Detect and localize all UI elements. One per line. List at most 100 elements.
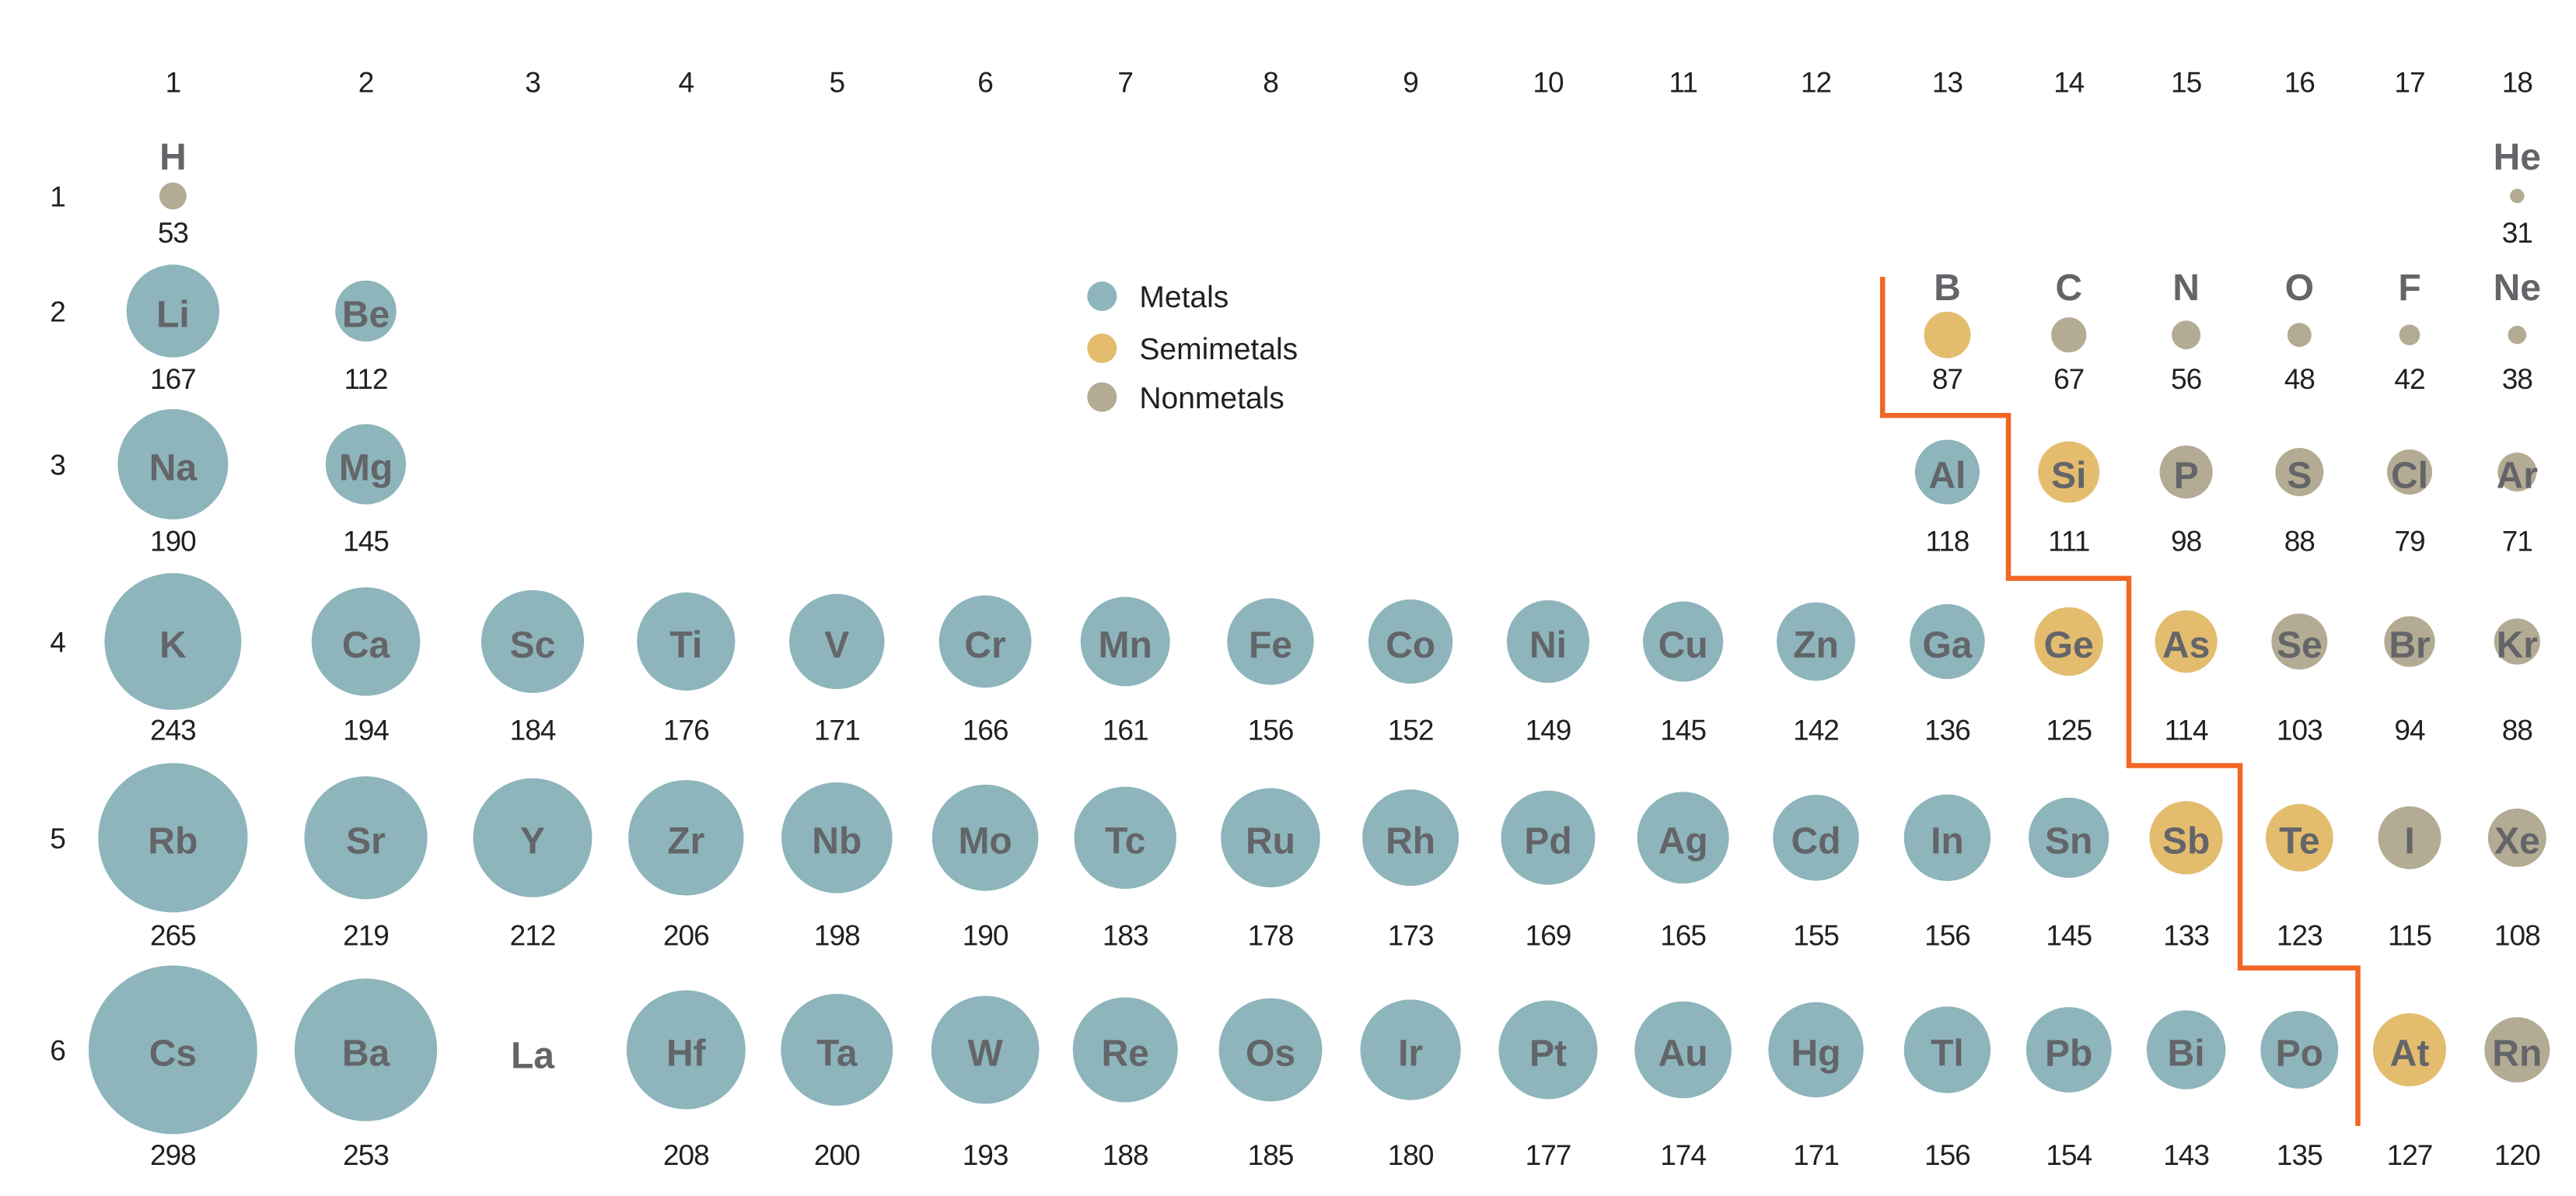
svg-text:Sb: Sb: [2162, 821, 2210, 862]
svg-text:Ru: Ru: [1246, 821, 1295, 862]
svg-text:Ga: Ga: [1922, 624, 1972, 666]
svg-text:At: At: [2390, 1033, 2430, 1074]
svg-text:193: 193: [963, 1139, 1008, 1171]
svg-text:71: 71: [2502, 526, 2532, 558]
svg-text:171: 171: [814, 715, 860, 747]
svg-text:6: 6: [50, 1035, 65, 1067]
svg-text:133: 133: [2163, 920, 2209, 952]
svg-text:173: 173: [1388, 920, 1434, 952]
svg-text:Zr: Zr: [667, 821, 704, 862]
svg-text:4: 4: [679, 67, 694, 99]
svg-text:7: 7: [1117, 67, 1133, 99]
svg-text:V: V: [824, 624, 849, 666]
svg-text:H: H: [159, 137, 187, 178]
svg-text:Ni: Ni: [1529, 624, 1567, 666]
svg-text:108: 108: [2494, 920, 2540, 952]
svg-text:136: 136: [1924, 715, 1970, 747]
svg-text:180: 180: [1388, 1139, 1434, 1171]
svg-text:In: In: [1931, 821, 1964, 862]
svg-text:185: 185: [1248, 1139, 1294, 1171]
svg-text:265: 265: [150, 920, 196, 952]
svg-text:Ge: Ge: [2044, 624, 2094, 666]
svg-text:Se: Se: [2277, 624, 2323, 666]
svg-text:Bi: Bi: [2168, 1033, 2205, 1074]
svg-text:As: As: [2162, 624, 2210, 666]
svg-text:S: S: [2287, 455, 2312, 496]
svg-text:Mo: Mo: [958, 821, 1012, 862]
svg-text:177: 177: [1526, 1139, 1571, 1171]
svg-text:Fe: Fe: [1249, 624, 1292, 666]
svg-text:Sc: Sc: [510, 624, 556, 666]
svg-text:Ag: Ag: [1658, 821, 1708, 862]
svg-text:Zn: Zn: [1793, 624, 1839, 666]
svg-text:Nonmetals: Nonmetals: [1139, 382, 1284, 415]
svg-text:2: 2: [358, 67, 374, 99]
svg-text:183: 183: [1103, 920, 1148, 952]
svg-text:3: 3: [525, 67, 540, 99]
svg-text:Mg: Mg: [339, 447, 393, 488]
svg-text:Os: Os: [1246, 1033, 1295, 1074]
svg-text:198: 198: [814, 920, 860, 952]
svg-text:Semimetals: Semimetals: [1139, 333, 1298, 366]
svg-text:206: 206: [663, 920, 709, 952]
svg-text:98: 98: [2171, 526, 2201, 558]
svg-text:243: 243: [150, 715, 196, 747]
svg-text:31: 31: [2502, 217, 2532, 249]
svg-text:125: 125: [2046, 715, 2092, 747]
svg-text:190: 190: [963, 920, 1008, 952]
svg-text:W: W: [967, 1033, 1003, 1074]
svg-text:190: 190: [150, 526, 196, 558]
svg-text:171: 171: [1793, 1139, 1839, 1171]
svg-text:Xe: Xe: [2494, 821, 2540, 862]
svg-text:B: B: [1934, 268, 1961, 309]
svg-text:176: 176: [663, 715, 709, 747]
svg-text:Cr: Cr: [964, 624, 1005, 666]
svg-text:Te: Te: [2279, 821, 2319, 862]
svg-text:145: 145: [2046, 920, 2092, 952]
svg-text:Au: Au: [1658, 1033, 1708, 1074]
svg-text:17: 17: [2394, 67, 2424, 99]
svg-text:6: 6: [977, 67, 993, 99]
svg-text:154: 154: [2046, 1139, 2092, 1171]
svg-text:194: 194: [343, 715, 389, 747]
svg-text:38: 38: [2502, 363, 2532, 395]
svg-text:Li: Li: [156, 294, 190, 335]
svg-text:Co: Co: [1386, 624, 1435, 666]
svg-text:Ar: Ar: [2497, 455, 2538, 496]
svg-text:94: 94: [2394, 715, 2425, 747]
svg-text:O: O: [2285, 268, 2314, 309]
svg-text:Sr: Sr: [346, 821, 386, 862]
svg-text:He: He: [2494, 137, 2541, 178]
svg-text:Ca: Ca: [342, 624, 390, 666]
svg-text:112: 112: [344, 363, 388, 395]
svg-text:3: 3: [50, 449, 65, 481]
svg-text:123: 123: [2277, 920, 2323, 952]
svg-text:165: 165: [1660, 920, 1706, 952]
svg-text:Pb: Pb: [2045, 1033, 2092, 1074]
svg-text:Ne: Ne: [2494, 268, 2541, 309]
svg-text:118: 118: [1925, 526, 1969, 558]
svg-text:2: 2: [50, 296, 65, 328]
svg-text:298: 298: [150, 1139, 196, 1171]
svg-text:178: 178: [1248, 920, 1294, 952]
svg-text:67: 67: [2053, 363, 2084, 395]
svg-text:103: 103: [2277, 715, 2323, 747]
svg-text:42: 42: [2394, 363, 2424, 395]
svg-text:1: 1: [50, 181, 65, 213]
svg-text:Po: Po: [2276, 1033, 2323, 1074]
svg-text:174: 174: [1660, 1139, 1706, 1171]
svg-text:48: 48: [2284, 363, 2315, 395]
svg-text:I: I: [2404, 821, 2414, 862]
svg-text:Y: Y: [520, 821, 545, 862]
svg-text:10: 10: [1533, 67, 1564, 99]
svg-text:Br: Br: [2389, 624, 2430, 666]
svg-text:135: 135: [2277, 1139, 2323, 1171]
svg-text:5: 5: [50, 823, 65, 855]
svg-text:87: 87: [1932, 363, 1963, 395]
svg-text:169: 169: [1526, 920, 1571, 952]
svg-text:156: 156: [1248, 715, 1294, 747]
svg-text:5: 5: [830, 67, 845, 99]
svg-text:Rb: Rb: [148, 821, 197, 862]
svg-text:188: 188: [1103, 1139, 1148, 1171]
svg-text:208: 208: [663, 1139, 709, 1171]
